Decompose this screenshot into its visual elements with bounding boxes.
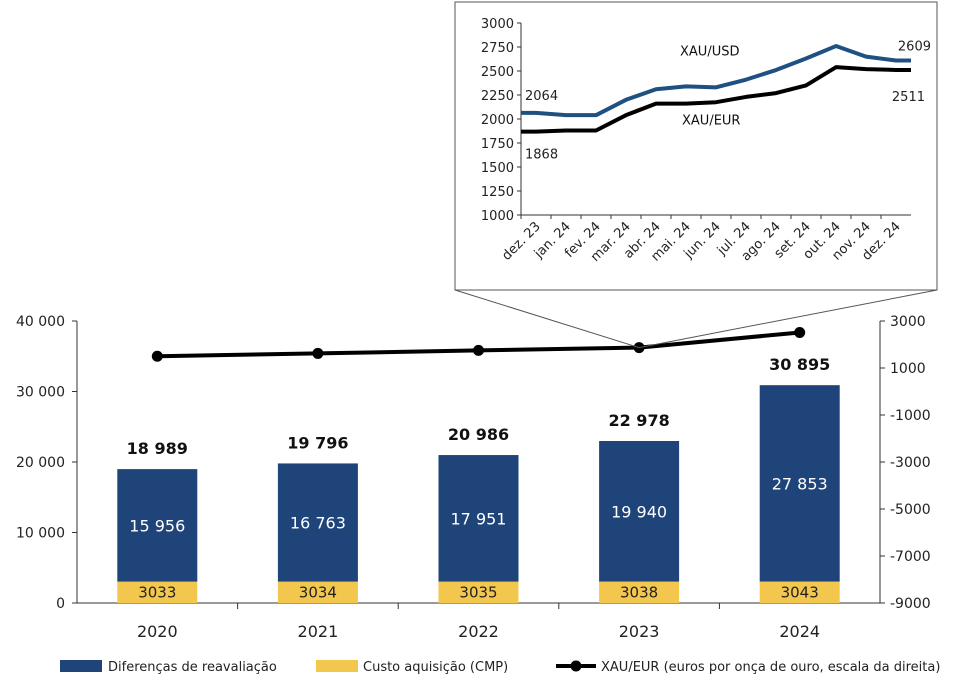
right-tick-label: -1000 bbox=[890, 408, 931, 424]
bar-total-label: 22 978 bbox=[608, 411, 669, 430]
bar-cost-label: 3043 bbox=[781, 583, 819, 601]
inset-frame bbox=[454, 1, 938, 291]
left-tick-label: 0 bbox=[56, 596, 65, 612]
right-tick-label: -3000 bbox=[890, 455, 931, 471]
bar-cost-label: 3038 bbox=[620, 583, 658, 601]
bar-total-label: 18 989 bbox=[127, 439, 188, 458]
xau-eur-first-value: 1868 bbox=[525, 148, 558, 163]
bar-total-label: 19 796 bbox=[287, 433, 348, 452]
bar-cost bbox=[117, 581, 198, 603]
bar-revaluation-label: 19 940 bbox=[611, 502, 667, 521]
bar-revaluation bbox=[759, 385, 840, 582]
right-tick-label: -7000 bbox=[890, 549, 931, 565]
right-tick-label: 3000 bbox=[890, 314, 926, 330]
bar-revaluation-label: 27 853 bbox=[772, 474, 828, 493]
bar-revaluation-label: 17 951 bbox=[451, 509, 507, 528]
bar-total-label: 30 895 bbox=[769, 355, 830, 374]
connector-line bbox=[454, 289, 640, 349]
legend-swatch-revaluation bbox=[60, 660, 102, 672]
bar-cost-label: 3033 bbox=[138, 583, 176, 601]
inset-y-tick-label: 2000 bbox=[481, 113, 514, 128]
legend-swatch-xau-eur-marker bbox=[570, 660, 582, 672]
bar-cost bbox=[599, 581, 680, 603]
bar-cost bbox=[438, 581, 519, 603]
inset-y-tick-label: 2750 bbox=[481, 41, 514, 56]
inset-y-tick-label: 1750 bbox=[481, 137, 514, 152]
bar-revaluation bbox=[438, 455, 519, 582]
left-tick-label: 30 000 bbox=[16, 385, 65, 401]
xau-eur-inset-line bbox=[521, 65, 911, 134]
inset-y-tick-label: 2250 bbox=[481, 89, 514, 104]
left-tick-label: 10 000 bbox=[16, 526, 65, 542]
legend-label-xau-eur: XAU/EUR (euros por onça de ouro, escala … bbox=[601, 660, 940, 675]
legend-label-revaluation: Diferenças de reavaliação bbox=[108, 660, 277, 675]
xau-eur-point bbox=[794, 326, 806, 338]
x-tick-label: 2022 bbox=[458, 622, 499, 641]
bar-cost-label: 3034 bbox=[299, 583, 337, 601]
bar-revaluation bbox=[117, 469, 198, 582]
right-tick-label: 1000 bbox=[890, 361, 926, 377]
x-tick-label: 2024 bbox=[779, 622, 820, 641]
legend-swatch-cost bbox=[316, 660, 358, 672]
right-tick-label: -5000 bbox=[890, 502, 931, 518]
xau-eur-point bbox=[473, 344, 484, 356]
xau-usd-first-value: 2064 bbox=[525, 89, 558, 104]
xau-usd-last-value: 2609 bbox=[898, 40, 931, 55]
bar-revaluation bbox=[277, 463, 358, 582]
connector-line bbox=[639, 289, 938, 349]
x-tick-label: 2021 bbox=[298, 622, 339, 641]
bar-revaluation-label: 15 956 bbox=[129, 516, 185, 535]
inset-y-tick-label: 1250 bbox=[481, 185, 514, 200]
xau-eur-series-label: XAU/EUR bbox=[682, 114, 740, 129]
legend-label-cost: Custo aquisição (CMP) bbox=[363, 660, 508, 675]
bar-revaluation-label: 16 763 bbox=[290, 514, 346, 533]
inset-y-tick-label: 1500 bbox=[481, 161, 514, 176]
inset-y-tick-label: 1000 bbox=[481, 209, 514, 224]
right-tick-label: -9000 bbox=[890, 596, 931, 612]
inset-y-tick-label: 3000 bbox=[481, 17, 514, 32]
xau-usd-line bbox=[521, 44, 911, 118]
xau-eur-last-value: 2511 bbox=[892, 90, 925, 105]
bar-cost bbox=[759, 581, 840, 603]
bar-cost bbox=[277, 581, 358, 603]
x-tick-label: 2020 bbox=[137, 622, 178, 641]
bar-total-label: 20 986 bbox=[448, 425, 509, 444]
xau-eur-point bbox=[312, 347, 324, 359]
left-tick-label: 40 000 bbox=[16, 314, 65, 330]
inset-y-tick-label: 2500 bbox=[481, 65, 514, 80]
xau-eur-point bbox=[151, 350, 163, 362]
bar-cost-label: 3035 bbox=[459, 583, 497, 601]
bar-revaluation bbox=[599, 441, 680, 582]
x-tick-label: 2023 bbox=[619, 622, 660, 641]
left-tick-label: 20 000 bbox=[16, 455, 65, 471]
xau-usd-series-label: XAU/USD bbox=[680, 44, 739, 59]
